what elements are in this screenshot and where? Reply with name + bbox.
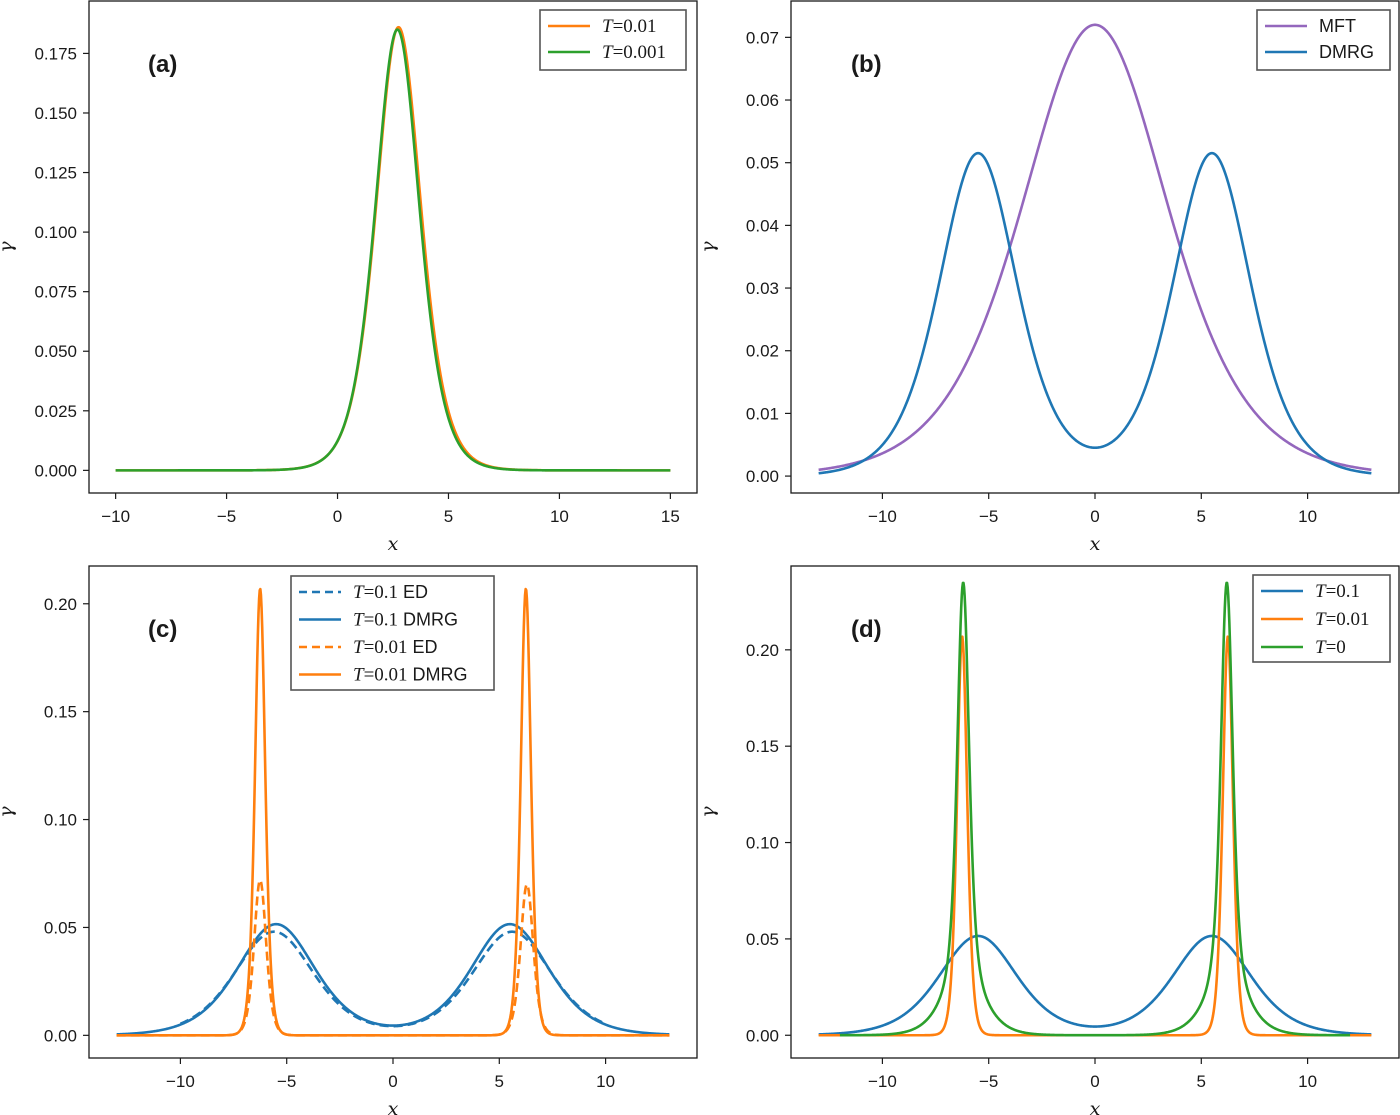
panel-d: −10 −5 0 5 100.000.050.100.150.20xγ(d)T=0.1T… — [697, 565, 1400, 1115]
y-axis-label: γ — [697, 806, 719, 818]
x-axis-label: x — [1090, 1098, 1101, 1115]
y-tick-label: 0.03 — [746, 279, 779, 298]
series-line-t-0-1-dmrg — [115, 922, 671, 1036]
x-tick-label: −10 — [101, 507, 130, 526]
y-axis-label: γ — [0, 806, 17, 818]
legend: T=0.1 T=0.01 T=0 — [1252, 574, 1391, 663]
plot-area — [817, 581, 1373, 1037]
series-line-t-0-01 — [817, 635, 1373, 1037]
plot-area — [817, 23, 1373, 475]
x-tick-label: 0 — [1090, 507, 1099, 526]
x-axis-label: x — [388, 1098, 399, 1115]
y-tick-label: 0.100 — [34, 223, 77, 242]
x-tick-label: −5 — [979, 1072, 998, 1091]
legend-label: T=0.001 — [602, 42, 666, 63]
plot-area — [114, 25, 672, 472]
x-tick-label: −10 — [166, 1072, 195, 1091]
legend-label: T=0.1 DMRG — [353, 610, 458, 631]
panel-label: (a) — [148, 51, 177, 78]
series-line-t-0-001 — [114, 28, 672, 472]
legend-label: T=0.1 — [1315, 581, 1360, 602]
x-tick-label: 5 — [1197, 1072, 1206, 1091]
y-tick-label: 0.15 — [746, 737, 779, 756]
x-tick-label: 0 — [333, 507, 342, 526]
panel-label: (b) — [851, 51, 882, 78]
y-tick-label: 0.025 — [34, 402, 77, 421]
y-tick-label: 0.06 — [746, 91, 779, 110]
panel-label: (d) — [851, 616, 882, 643]
x-tick-label: 10 — [596, 1072, 615, 1091]
legend-label: T=0.01 — [1315, 609, 1370, 630]
y-tick-label: 0.00 — [44, 1026, 77, 1045]
panel-c: −10 −5 0 5 10 0.00 0.05 0.10 0.15 0.20 x γ (c) T=0.1E… — [0, 565, 698, 1115]
legend-label: T=0.01 DMRG — [353, 665, 468, 686]
y-axis-label: γ — [697, 241, 719, 253]
y-tick-label: 0.02 — [746, 342, 779, 361]
x-tick-label: −5 — [217, 507, 236, 526]
y-tick-label: 0.125 — [34, 164, 77, 183]
x-tick-label: −10 — [868, 1072, 897, 1091]
legend: T=0.01 T=0.001 — [539, 9, 687, 71]
y-tick-label: 0.05 — [44, 918, 77, 937]
y-axis-label: γ — [0, 241, 17, 253]
y-tick-label: 0.07 — [746, 28, 779, 47]
legend-label: T=0.1 ED — [353, 582, 428, 603]
x-tick-label: −10 — [868, 507, 897, 526]
y-tick-label: 0.075 — [34, 283, 77, 302]
y-tick-label: 0.15 — [44, 703, 77, 722]
legend-label: MFT — [1319, 16, 1356, 36]
y-tick-label: 0.000 — [34, 461, 77, 480]
y-tick-label: 0.10 — [746, 834, 779, 853]
axes-frame — [88, 0, 698, 494]
panel-a: −10 −5 0 5 10 15 0.000 0.025 0.050 0.075 0.100 0.12… — [0, 0, 698, 555]
y-tick-label: 0.150 — [34, 104, 77, 123]
x-axis-label: x — [1090, 533, 1101, 555]
x-tick-label: 5 — [1197, 507, 1206, 526]
panel-label: (c) — [148, 616, 177, 643]
legend: MFT DMRG — [1256, 9, 1391, 71]
series-line-dmrg — [817, 151, 1373, 475]
x-tick-label: 0 — [388, 1072, 397, 1091]
y-tick-label: 0.01 — [746, 404, 779, 423]
series-line-t-0-1 — [817, 934, 1373, 1036]
x-axis-label: x — [388, 533, 399, 555]
series-line-mft — [817, 23, 1373, 472]
axes-frame — [790, 0, 1400, 494]
legend-label: DMRG — [1319, 42, 1374, 62]
x-tick-label: 0 — [1090, 1072, 1099, 1091]
x-tick-label: 15 — [661, 507, 680, 526]
x-tick-label: 10 — [1298, 507, 1317, 526]
y-tick-label: 0.00 — [746, 1026, 779, 1045]
y-tick-label: 0.05 — [746, 154, 779, 173]
plot-area — [115, 587, 671, 1037]
x-tick-label: −5 — [277, 1072, 296, 1091]
panel-b: −10 −5 0 5 10 0.00 0.01 0.02 0.03 0.04 0.05 0.06 0.0… — [697, 0, 1400, 555]
y-tick-label: 0.20 — [746, 641, 779, 660]
y-tick-label: 0.20 — [44, 595, 77, 614]
series-line-t-0-01 — [114, 25, 672, 472]
legend-label: T=0 — [1315, 637, 1346, 658]
x-tick-label: −5 — [979, 507, 998, 526]
x-tick-label: 10 — [550, 507, 569, 526]
legend: T=0.1 ED T=0.1 DMRG T=0.01 ED T=0.01 DMRG — [290, 575, 495, 691]
y-tick-label: 0.00 — [746, 467, 779, 486]
series-line-t-0 — [839, 581, 1351, 1037]
y-tick-label: 0.175 — [34, 44, 77, 63]
x-tick-label: 5 — [444, 507, 453, 526]
y-tick-label: 0.04 — [746, 216, 779, 235]
series-line-t-0-01-dmrg — [115, 587, 671, 1037]
legend-label: T=0.01 ED — [353, 637, 438, 658]
x-tick-label: 5 — [495, 1072, 504, 1091]
y-tick-label: 0.05 — [746, 930, 779, 949]
y-tick-label: 0.10 — [44, 811, 77, 830]
x-tick-label: 10 — [1298, 1072, 1317, 1091]
legend-label: T=0.01 — [602, 16, 657, 37]
y-tick-label: 0.050 — [34, 342, 77, 361]
